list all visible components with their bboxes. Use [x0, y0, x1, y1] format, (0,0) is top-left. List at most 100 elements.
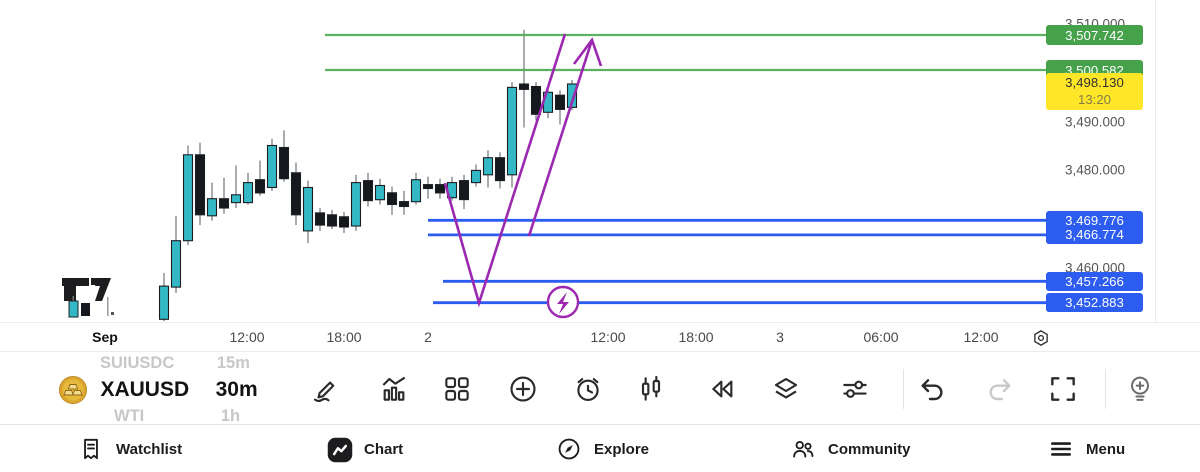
chart-pane[interactable]: 3,510.000 3,490.000 3,480.000 3,460.000 3,50… — [0, 0, 1200, 352]
bottom-nav: Watchlist Chart Explore — [0, 424, 1200, 472]
prev-symbol: SUIUSDC — [100, 354, 175, 372]
idea-bulb-add-icon[interactable] — [1124, 373, 1156, 405]
candle — [194, 154, 206, 216]
candle — [242, 182, 254, 204]
chart-toolbar: SUIUSDC 15m XAUUSD 30m WTI — [0, 353, 1200, 426]
trend-arrow-drawing[interactable] — [443, 33, 603, 319]
candle — [338, 216, 350, 228]
candle — [314, 212, 326, 226]
candle — [494, 157, 506, 182]
time-tick: 12:00 — [590, 329, 626, 345]
candle — [230, 194, 242, 204]
blue-price-badge: 3,466.774 — [1046, 225, 1143, 245]
zigzag-projection-line[interactable] — [443, 33, 567, 308]
nav-community[interactable]: Community — [790, 425, 911, 472]
last-price-badge: 3,498.130 13:20 — [1046, 72, 1143, 110]
prev-timeframe: 15m — [216, 354, 250, 372]
candle — [326, 214, 338, 227]
undo-icon[interactable] — [916, 373, 948, 405]
nav-label: Community — [828, 440, 911, 458]
explore-compass-icon — [556, 436, 582, 462]
nav-explore[interactable]: Explore — [556, 425, 649, 472]
symbol-wheel-next[interactable]: WTI 1h — [114, 407, 240, 426]
candle — [458, 180, 470, 201]
current-symbol: XAUUSD — [100, 378, 190, 401]
candle — [206, 198, 218, 217]
indicators-icon[interactable] — [378, 373, 410, 405]
time-tick: Sep — [92, 329, 118, 345]
next-timeframe: 1h — [220, 407, 241, 425]
next-symbol: WTI — [114, 407, 145, 425]
replay-rewind-icon[interactable] — [706, 373, 738, 405]
chart-card-right-border — [1155, 0, 1156, 352]
nav-chart[interactable]: Chart — [326, 425, 403, 472]
price-scale[interactable]: 3,510.000 3,490.000 3,480.000 3,460.000 3,50… — [1046, 0, 1146, 322]
candle — [398, 201, 410, 208]
horizontal-level-lines[interactable] — [325, 33, 1046, 305]
time-tick: 06:00 — [863, 329, 899, 345]
symbol-wheel-prev[interactable]: SUIUSDC 15m — [100, 354, 250, 373]
price-axis-label: 3,480.000 — [1064, 162, 1126, 178]
candle — [530, 85, 542, 115]
candle — [566, 83, 578, 108]
chart-canvas[interactable] — [0, 0, 1200, 322]
nav-menu[interactable]: Menu — [1048, 425, 1125, 472]
blue-price-badge: 3,457.266 — [1046, 271, 1143, 291]
time-tick: 2 — [424, 329, 432, 345]
green-price-badge: 3,507.742 — [1046, 25, 1143, 45]
candle — [182, 154, 194, 242]
arrow-shaft[interactable] — [527, 39, 594, 237]
tune-sliders-icon[interactable] — [839, 373, 871, 405]
time-axis[interactable]: Sep 12:00 18:00 2 12:00 18:00 3 06:00 12:00 — [0, 322, 1200, 352]
time-tick: 12:00 — [963, 329, 999, 345]
candle — [254, 179, 266, 194]
add-plus-icon[interactable] — [507, 373, 539, 405]
candle — [266, 144, 278, 189]
fullscreen-icon[interactable] — [1047, 373, 1079, 405]
gold-coin-icon — [58, 375, 88, 405]
blue-price-badge: 3,452.883 — [1046, 293, 1143, 313]
layers-objects-icon[interactable] — [770, 373, 802, 405]
nav-watchlist[interactable]: Watchlist — [78, 425, 182, 472]
redo-icon[interactable] — [984, 373, 1016, 405]
candle — [482, 157, 494, 176]
candle — [170, 240, 182, 288]
settings-nut-icon[interactable] — [1030, 327, 1052, 349]
nav-label: Explore — [594, 440, 650, 458]
candle — [350, 182, 362, 227]
time-tick: 12:00 — [229, 329, 265, 345]
watchlist-icon — [78, 436, 104, 462]
lightning-bolt-icon — [557, 292, 569, 314]
arrow-head — [572, 37, 603, 67]
candle — [410, 179, 422, 203]
candle — [470, 169, 482, 184]
candle — [302, 186, 314, 232]
chart-wave-icon — [326, 436, 353, 463]
time-tick: 18:00 — [326, 329, 362, 345]
alert-clock-icon[interactable] — [572, 373, 604, 405]
layouts-grid-icon[interactable] — [441, 373, 473, 405]
candle — [422, 184, 434, 190]
time-tick: 3 — [776, 329, 784, 345]
draw-pencil-icon[interactable] — [309, 373, 341, 405]
candle — [434, 184, 446, 194]
candle — [362, 180, 374, 202]
price-axis-label: 3,490.000 — [1064, 114, 1126, 130]
candle — [218, 198, 230, 209]
current-timeframe: 30m — [215, 378, 258, 401]
candle — [518, 83, 530, 90]
toolbar-divider — [903, 369, 904, 409]
candle — [278, 146, 290, 180]
blue-price-badge: 3,469.776 — [1046, 210, 1143, 230]
candle-style-icon[interactable] — [635, 373, 667, 405]
toolbar-divider — [1105, 369, 1106, 409]
candle — [158, 285, 170, 320]
symbol-wheel-current[interactable]: XAUUSD 30m — [58, 375, 258, 405]
menu-hamburger-icon — [1048, 436, 1074, 462]
candle — [506, 86, 518, 176]
candle — [374, 184, 386, 201]
nav-label: Chart — [364, 440, 404, 458]
price-axis-label: 3,460.000 — [1064, 260, 1126, 276]
candle — [290, 172, 302, 216]
